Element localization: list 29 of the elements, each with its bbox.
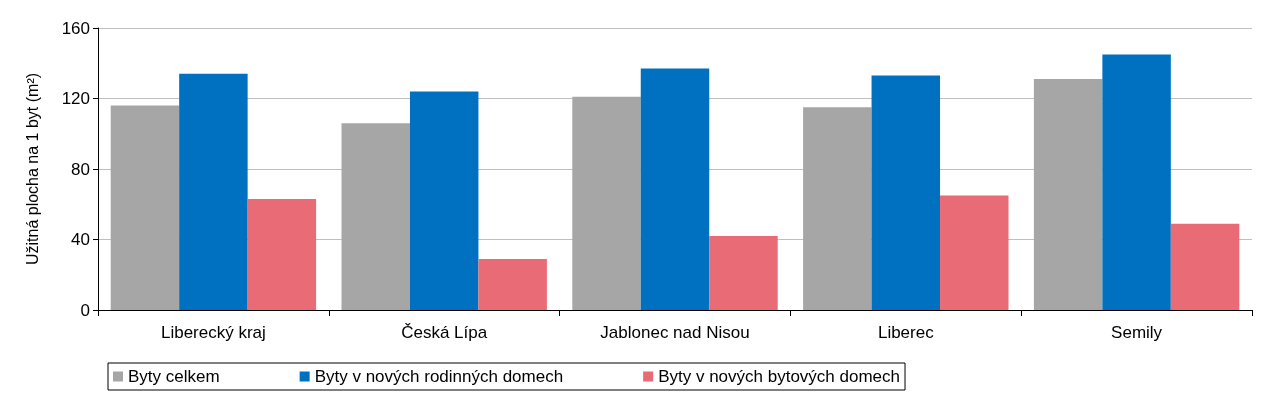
bar xyxy=(1033,79,1103,310)
y-tick-label: 0 xyxy=(80,300,90,320)
bar xyxy=(1102,54,1171,310)
x-tick-label: Liberec xyxy=(877,323,935,342)
x-tick-label: Jablonec nad Nisou xyxy=(600,323,750,342)
bar xyxy=(179,73,248,310)
bar xyxy=(640,68,710,310)
bar xyxy=(341,123,410,310)
legend-label: Byty celkem xyxy=(128,367,220,386)
bar xyxy=(110,105,180,310)
y-tick-label: 40 xyxy=(71,230,90,249)
legend-label: Byty v nových rodinných domech xyxy=(314,367,564,386)
bar xyxy=(803,107,872,310)
x-tick-label: Semily xyxy=(1111,323,1163,342)
bar xyxy=(409,91,479,310)
bar xyxy=(940,195,1009,310)
bar xyxy=(871,75,941,310)
y-axis-title: Užitná plocha na 1 byt (m²) xyxy=(23,72,41,266)
x-tick-label: Liberecký kraj xyxy=(160,323,266,342)
bar xyxy=(247,198,317,310)
bar xyxy=(1170,223,1240,310)
y-tick-label: 160 xyxy=(61,18,90,38)
legend-label: Byty v nových bytových domech xyxy=(658,367,901,386)
bar xyxy=(478,258,547,310)
y-tick-label: 120 xyxy=(61,89,90,108)
x-tick-label: Česká Lípa xyxy=(401,323,488,342)
bar xyxy=(709,235,778,310)
y-tick-label: 80 xyxy=(71,159,90,179)
bar xyxy=(572,96,641,310)
